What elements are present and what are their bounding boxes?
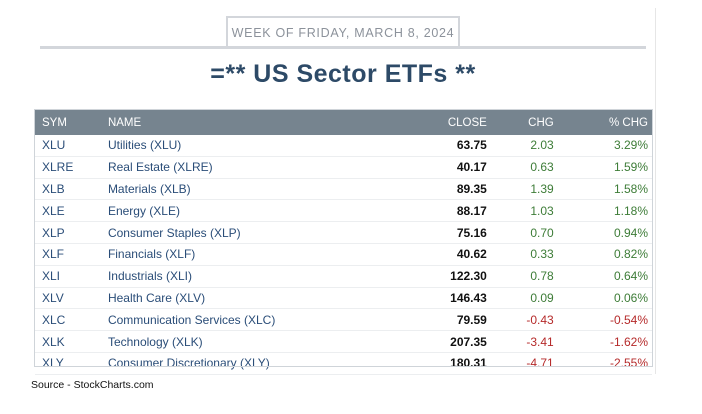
row-name[interactable]: Technology (XLK) [107,334,203,349]
row-close: 88.17 [456,203,487,218]
row-close: 40.62 [456,247,487,262]
row-change: 2.03 [530,138,554,153]
row-name[interactable]: Communication Services (XLC) [107,312,276,327]
row-symbol[interactable]: XLP [42,225,65,240]
row-symbol[interactable]: XLE [42,203,65,218]
row-close: 79.59 [456,312,487,327]
table-row: XLB Materials (XLB) 89.35 1.39 1.58% [35,178,652,200]
column-header-pct-chg[interactable]: % CHG [609,116,648,129]
row-name[interactable]: Consumer Staples (XLP) [107,225,241,240]
row-change: 1.03 [530,203,554,218]
sector-etf-table: SYM NAME CLOSE CHG % CHG XLU Utilities (… [35,110,652,375]
row-percent-change: 0.06% [613,290,648,305]
column-header-close[interactable]: CLOSE [447,116,487,129]
table-row: XLY Consumer Discretionary (XLY) 180.31 … [35,352,652,375]
row-percent-change: 3.29% [613,138,648,153]
row-percent-change: 0.82% [613,247,648,262]
source-caption: Source - StockCharts.com [31,379,154,391]
table-row: XLE Energy (XLE) 88.17 1.03 1.18% [35,200,652,222]
row-symbol[interactable]: XLC [42,312,66,327]
week-divider [40,46,646,49]
row-percent-change: 0.64% [613,269,648,284]
table-header-row: SYM NAME CLOSE CHG % CHG [35,110,652,135]
row-symbol[interactable]: XLF [42,247,65,262]
row-symbol[interactable]: XLK [42,334,65,349]
page-title: =** US Sector ETFs ** [210,60,476,88]
row-percent-change: 1.59% [613,160,648,175]
column-header-name[interactable]: NAME [107,116,142,129]
table-row: XLRE Real Estate (XLRE) 40.17 0.63 1.59% [35,156,652,179]
column-header-sym[interactable]: SYM [42,116,67,129]
row-close: 63.75 [456,138,487,153]
row-percent-change: -2.55% [609,356,648,371]
row-change: 1.39 [530,181,554,196]
row-symbol[interactable]: XLB [42,181,65,196]
table-row: XLC Communication Services (XLC) 79.59 -… [35,309,652,331]
row-name[interactable]: Industrials (XLI) [107,269,192,284]
row-close: 89.35 [456,181,487,196]
row-close: 40.17 [456,160,487,175]
row-close: 122.30 [450,269,487,284]
table-row: XLF Financials (XLF) 40.62 0.33 0.82% [35,243,652,266]
row-close: 75.16 [456,225,487,240]
table-row: XLV Health Care (XLV) 146.43 0.09 0.06% [35,287,652,309]
row-change: 0.70 [530,225,554,240]
row-change: 0.09 [530,290,554,305]
row-change: -4.71 [526,356,554,371]
row-name[interactable]: Utilities (XLU) [107,138,182,153]
row-percent-change: 1.18% [613,203,648,218]
table-row: XLP Consumer Staples (XLP) 75.16 0.70 0.… [35,222,652,244]
row-name[interactable]: Financials (XLF) [107,247,196,262]
row-name[interactable]: Health Care (XLV) [107,290,206,305]
row-percent-change: 1.58% [613,181,648,196]
row-change: 0.33 [530,247,554,262]
row-name[interactable]: Energy (XLE) [107,203,180,218]
table-row: XLK Technology (XLK) 207.35 -3.41 -1.62% [35,331,652,353]
table-row: XLU Utilities (XLU) 63.75 2.03 3.29% [35,135,652,157]
row-symbol[interactable]: XLU [42,138,66,153]
row-name[interactable]: Materials (XLB) [107,181,191,196]
column-header-chg[interactable]: CHG [528,116,554,129]
row-name[interactable]: Real Estate (XLRE) [107,160,213,175]
row-symbol[interactable]: XLV [42,290,64,305]
page-right-border [655,8,656,374]
row-close: 180.31 [450,356,487,371]
row-symbol[interactable]: XLRE [42,160,74,175]
row-name[interactable]: Consumer Discretionary (XLY) [107,356,270,371]
row-symbol[interactable]: XLI [42,269,61,284]
week-label: WEEK OF FRIDAY, MARCH 8, 2024 [226,16,460,46]
row-close: 146.43 [450,290,487,305]
row-change: 0.78 [530,269,554,284]
row-change: 0.63 [530,160,554,175]
row-change: -3.41 [526,334,554,349]
row-percent-change: -1.62% [609,334,648,349]
row-percent-change: 0.94% [613,225,648,240]
row-close: 207.35 [450,334,487,349]
row-symbol[interactable]: XLY [42,356,64,371]
row-percent-change: -0.54% [609,312,648,327]
table-row: XLI Industrials (XLI) 122.30 0.78 0.64% [35,265,652,288]
row-change: -0.43 [526,312,554,327]
